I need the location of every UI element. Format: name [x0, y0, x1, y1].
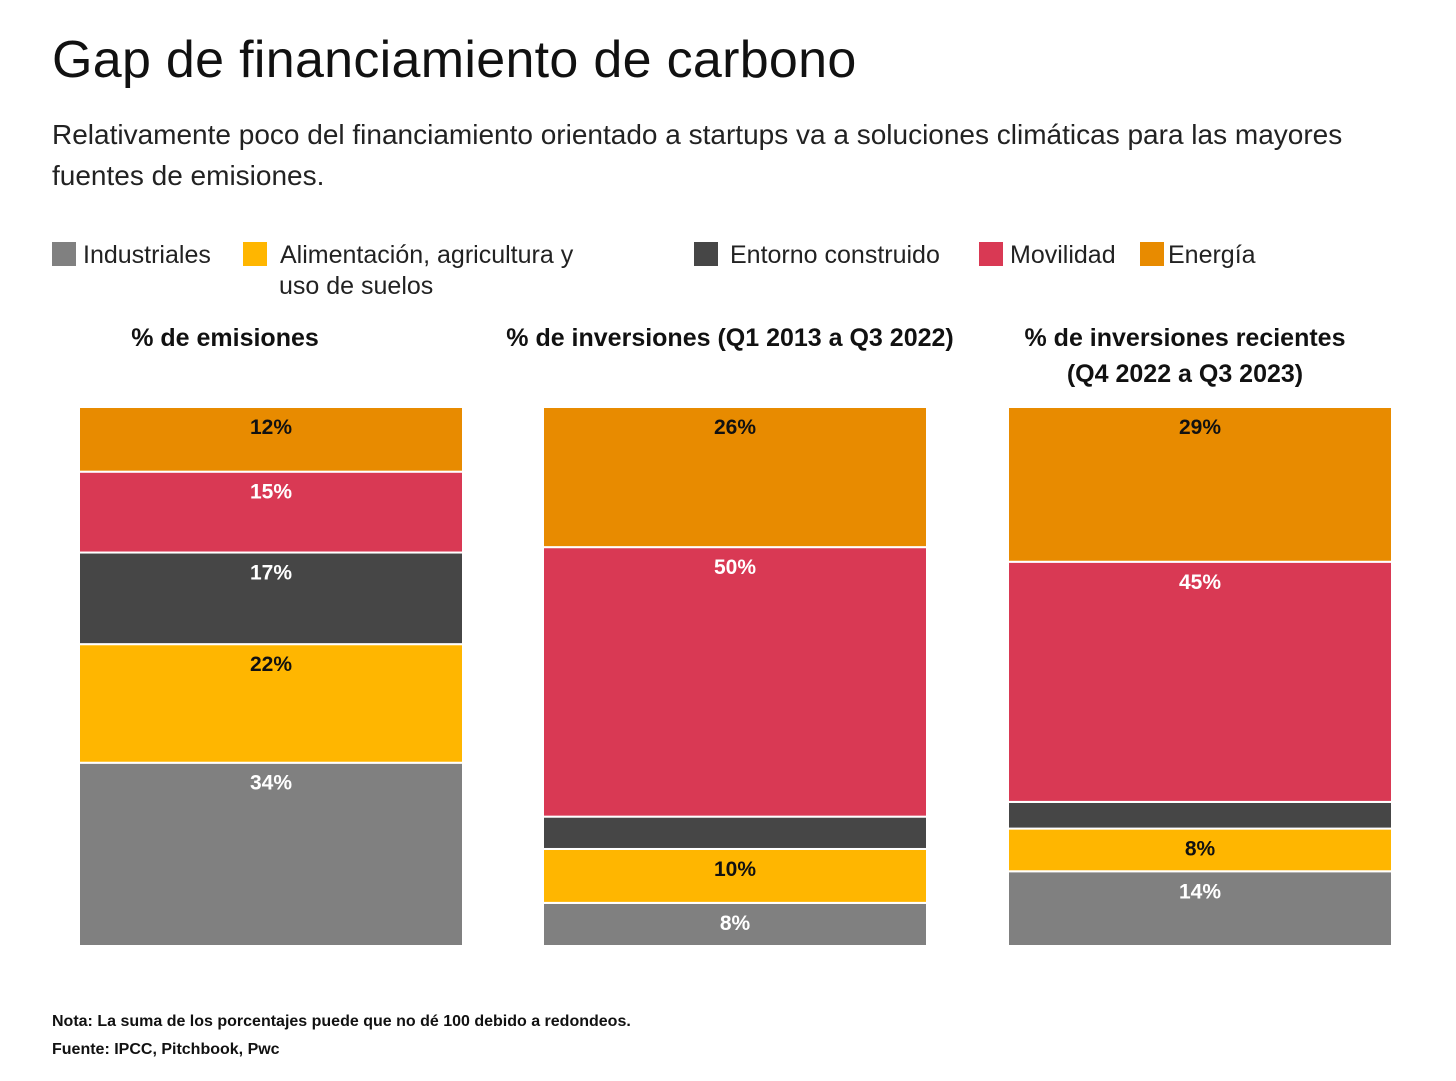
bar-inversiones-recientes-industriales [1007, 870, 1393, 947]
bar-emisiones-entorno-construido [78, 551, 464, 646]
bar-label-emisiones-industriales: 34% [250, 772, 292, 795]
bar-label-emisiones-energia: 12% [250, 416, 292, 439]
bar-label-inversiones-recientes-industriales: 14% [1179, 880, 1221, 903]
legend-swatch-energia [1140, 242, 1164, 266]
panel-title-inversiones-recientes-line2: (Q4 2022 a Q3 2023) [1066, 360, 1304, 388]
legend-label-alimentacion-line1: Alimentación, agricultura y [280, 241, 574, 269]
bar-label-inversiones-industriales: 8% [720, 912, 751, 935]
legend: Industriales Alimentación, agricultura y… [0, 240, 1456, 310]
bar-label-inversiones-energia: 26% [714, 416, 756, 439]
panel-title-emisiones-line1: % de emisiones [131, 324, 319, 352]
legend-swatch-industriales [52, 242, 76, 266]
bar-label-emisiones-movilidad: 15% [250, 481, 292, 504]
bar-label-inversiones-movilidad: 50% [714, 556, 756, 579]
bar-inversiones-industriales [542, 901, 928, 948]
bar-inversiones-entorno-construido [542, 815, 928, 850]
panel-title-inversiones-recientes: % de inversiones recientes (Q4 2022 a Q3… [980, 320, 1390, 392]
bar-emisiones-industriales [78, 761, 464, 947]
bar-inversiones-recientes-energia [1007, 406, 1393, 563]
footer: Nota: La suma de los porcentajes puede q… [52, 1008, 631, 1064]
legend-label-movilidad: Movilidad [1010, 241, 1116, 269]
bar-inversiones-recientes-entorno-construido [1007, 800, 1393, 830]
bar-emisiones-energia [78, 406, 464, 473]
bar-inversiones-energia [542, 406, 928, 549]
chart-subtitle: Relativamente poco del financiamiento or… [52, 119, 1343, 191]
bar-emisiones-alimentacion [78, 643, 464, 764]
panel-title-emisiones: % de emisiones [65, 320, 385, 356]
bar-label-emisiones-entorno-construido: 17% [250, 562, 292, 585]
legend-label-energia: Energía [1168, 241, 1256, 269]
bar-inversiones-recientes-alimentacion [1007, 827, 1393, 873]
panel-title-inversiones-recientes-line1: % de inversiones recientes [1024, 324, 1346, 352]
legend-swatch-alimentacion [243, 242, 267, 266]
bar-inversiones-movilidad [542, 546, 928, 818]
chart-title: Gap de financiamiento de carbono [52, 31, 857, 89]
bar-label-inversiones-recientes-movilidad: 45% [1179, 571, 1221, 594]
bar-label-inversiones-recientes-energia: 29% [1179, 416, 1221, 439]
bar-emisiones-movilidad [78, 470, 464, 554]
legend-label-entorno-construido: Entorno construido [730, 241, 940, 269]
panel-title-inversiones: % de inversiones (Q1 2013 a Q3 2022) [480, 320, 980, 356]
bar-label-inversiones-recientes-alimentacion: 8% [1185, 838, 1216, 861]
bar-inversiones-recientes-movilidad [1007, 560, 1393, 803]
bar-label-emisiones-alimentacion: 22% [250, 653, 292, 676]
panel-title-inversiones-line1: % de inversiones (Q1 2013 a Q3 2022) [506, 324, 954, 352]
legend-swatch-entorno-construido [694, 242, 718, 266]
footer-source: Fuente: IPCC, Pitchbook, Pwc [52, 1041, 280, 1058]
legend-swatch-movilidad [979, 242, 1003, 266]
footer-note: Nota: La suma de los porcentajes puede q… [52, 1013, 631, 1030]
bar-inversiones-alimentacion [542, 847, 928, 904]
legend-label-industriales: Industriales [83, 241, 211, 269]
legend-label-alimentacion-line2: uso de suelos [279, 272, 434, 300]
bar-label-inversiones-alimentacion: 10% [714, 858, 756, 881]
